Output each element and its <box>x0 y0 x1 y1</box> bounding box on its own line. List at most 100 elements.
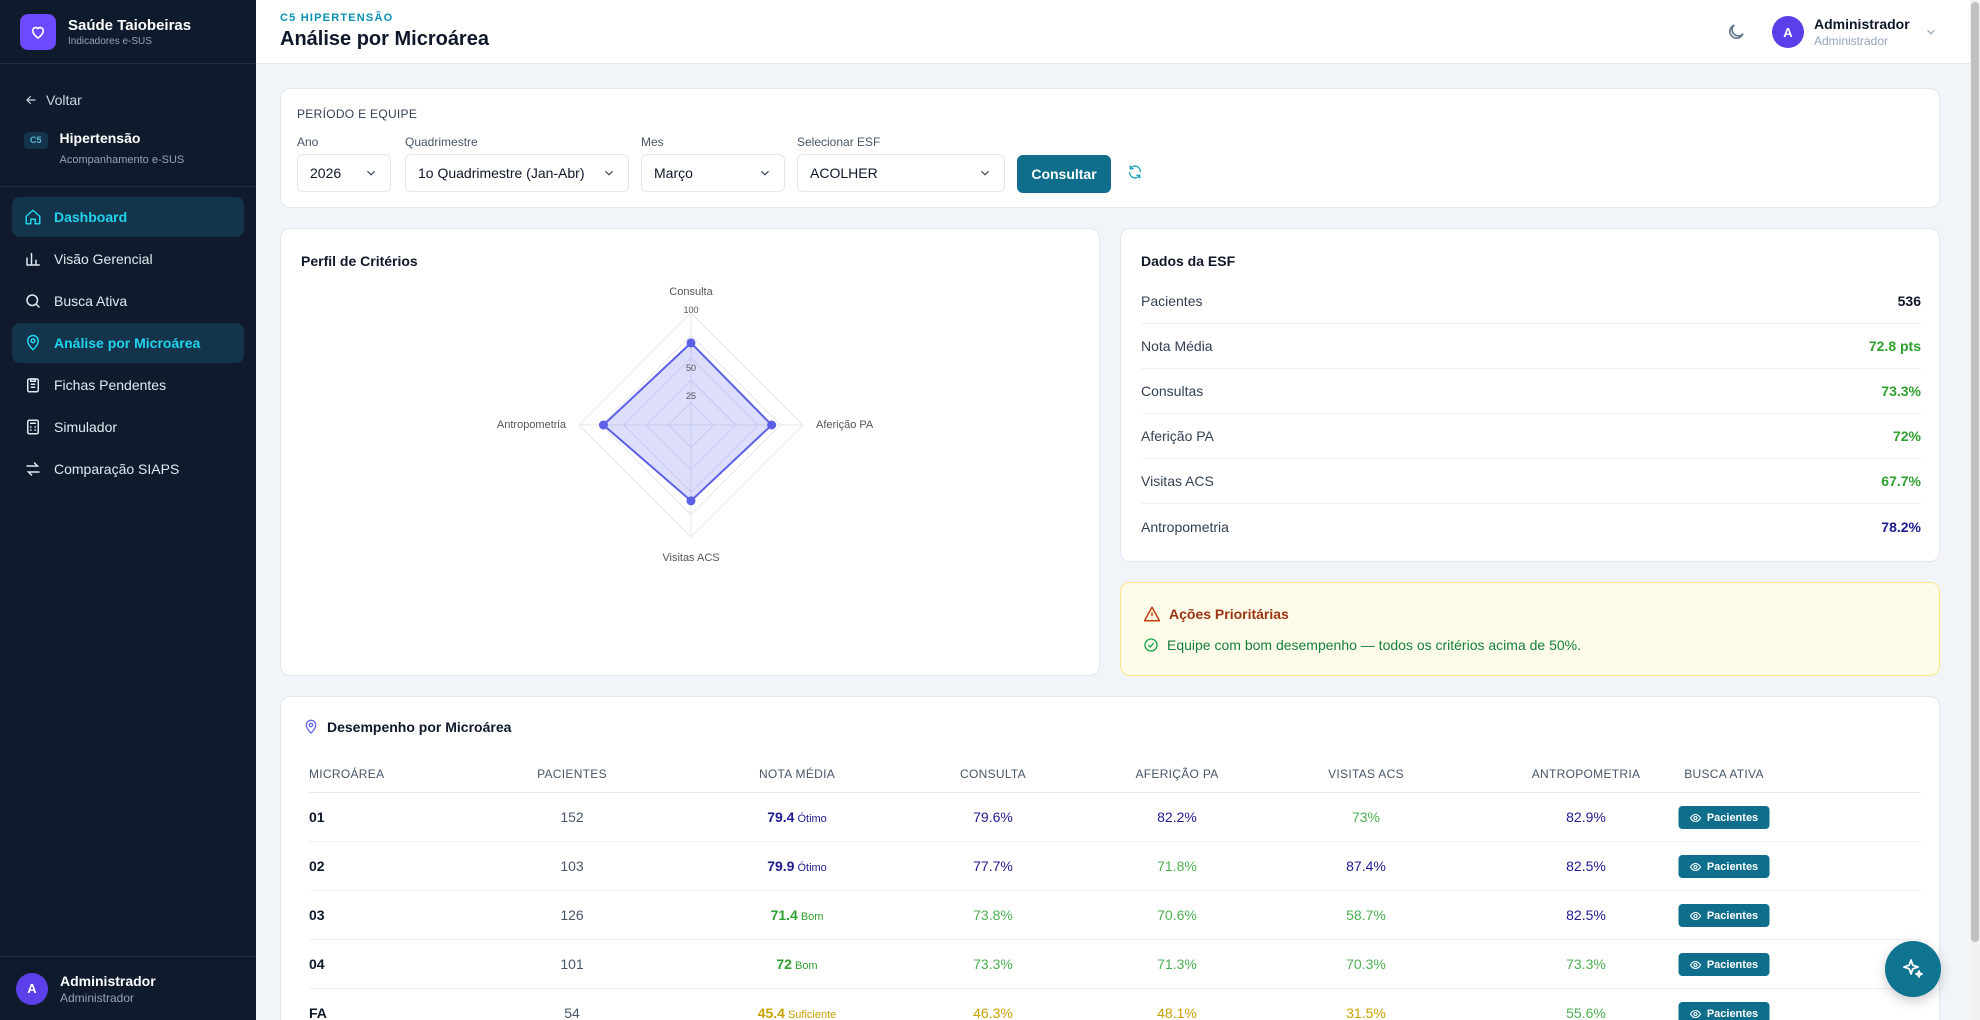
sidebar-item-busca-ativa[interactable]: Busca Ativa <box>12 281 244 321</box>
cell-pacientes: 101 <box>560 956 584 972</box>
nota-status: Bom <box>800 911 824 923</box>
esf-select[interactable]: ACOLHER <box>797 154 1005 192</box>
cell-antropo: 82.5% <box>1566 858 1606 874</box>
chevron-down-icon <box>1926 29 1935 35</box>
priority-actions-card: Ações Prioritárias Equipe com bom desemp… <box>1120 582 1940 676</box>
quadrimestre-select[interactable]: 1o Quadrimestre (Jan-Abr) <box>405 154 629 192</box>
moon-icon[interactable] <box>1726 22 1746 42</box>
pacientes-button-label: Pacientes <box>1706 909 1759 922</box>
sidebar-item-dashboard[interactable]: Dashboard <box>12 197 244 237</box>
page-title: Análise por Microárea <box>280 28 489 50</box>
alert-message-text: Equipe com bom desempenho — todos os cri… <box>1167 637 1581 653</box>
sidebar-item-label: Busca Ativa <box>54 293 128 309</box>
chevron-down-icon <box>367 170 375 176</box>
esf-row-label: Visitas ACS <box>1141 473 1214 489</box>
cell-consulta: 77.7% <box>973 858 1013 874</box>
cell-afericao: 71.8% <box>1157 858 1197 874</box>
sidebar-item-simulador[interactable]: Simulador <box>12 407 244 447</box>
swap-icon <box>26 462 40 476</box>
refresh-icon[interactable] <box>1127 164 1143 180</box>
sidebar-item-label: Simulador <box>54 419 118 435</box>
pacientes-button[interactable]: Pacientes <box>1678 855 1770 878</box>
table-title-text: Desempenho por Microárea <box>327 719 512 735</box>
radar-scale-label-50: 50 <box>686 363 696 373</box>
ai-assistant-button[interactable] <box>1885 941 1941 997</box>
radar-point-antropometria[interactable] <box>598 420 608 430</box>
esf-data-card: Dados da ESF Pacientes 536 Nota Média 72… <box>1120 228 1940 562</box>
radar-axis-label-visitas-acs: Visitas ACS <box>662 552 719 564</box>
year-select[interactable]: 2026 <box>297 154 391 192</box>
consultar-button[interactable]: Consultar <box>1017 155 1111 193</box>
check-circle-icon <box>1144 638 1158 652</box>
esf-row-value: 73.3% <box>1881 383 1921 399</box>
esf-row-label: Aferição PA <box>1141 428 1214 444</box>
heart-logo-icon <box>20 13 56 50</box>
cell-nota-media: 71.4 Bom <box>771 907 824 923</box>
module-badge: C5 <box>24 132 48 149</box>
esf-row-value: 67.7% <box>1881 473 1921 489</box>
cell-micro: 04 <box>309 956 325 972</box>
cell-antropo: 55.6% <box>1566 1005 1606 1020</box>
radar-point-aferi-o-pa[interactable] <box>767 420 777 430</box>
back-link[interactable]: Voltar <box>0 88 256 112</box>
quadrimestre-value: 1o Quadrimestre (Jan-Abr) <box>418 165 585 181</box>
sidebar-item-comparacao-siaps[interactable]: Comparação SIAPS <box>12 449 244 489</box>
column-header: NOTA MÉDIA <box>758 767 836 781</box>
pacientes-button[interactable]: Pacientes <box>1678 904 1770 927</box>
cell-micro: 02 <box>309 858 325 874</box>
year-filter: Ano 2026 <box>297 135 391 192</box>
cell-pacientes: 103 <box>560 858 584 874</box>
nota-status: Bom <box>794 960 818 972</box>
month-filter: Mes Março <box>641 135 785 192</box>
esf-row-afericao-pa: Aferição PA 72% <box>1141 414 1921 459</box>
sidebar-item-label: Visão Gerencial <box>54 251 153 267</box>
alert-title-text: Ações Prioritárias <box>1169 606 1289 622</box>
radar-axis-label-antropometria: Antropometria <box>497 419 567 431</box>
pacientes-button[interactable]: Pacientes <box>1678 1002 1770 1020</box>
scrollbar-thumb[interactable] <box>1971 2 1979 942</box>
esf-row-consultas: Consultas 73.3% <box>1141 369 1921 414</box>
month-select[interactable]: Março <box>641 154 785 192</box>
cell-afericao: 71.3% <box>1157 956 1197 972</box>
sidebar-item-visao-gerencial[interactable]: Visão Gerencial <box>12 239 244 279</box>
esf-title: Dados da ESF <box>1141 253 1236 269</box>
cell-consulta: 73.3% <box>973 956 1013 972</box>
table-row: FA 54 45.4 Suficiente 46.3% 48.1% 31.5% 55.6% Pa… <box>309 989 1921 1020</box>
table-row: 04 101 72 Bom 73.3% 71.3% 70.3% 73.3% Pacientes <box>309 940 1921 989</box>
year-value: 2026 <box>310 165 342 181</box>
column-header: CONSULTA <box>960 767 1026 781</box>
pacientes-button[interactable]: Pacientes <box>1678 953 1770 976</box>
esf-row-label: Pacientes <box>1141 293 1203 309</box>
radar-axis-label-consulta: Consulta <box>669 286 713 298</box>
sidebar-user[interactable]: A Administrador Administrador <box>0 956 256 1020</box>
table-row: 02 103 79.9 Ótimo 77.7% 71.8% 87.4% 82.5% Pacien… <box>309 842 1921 891</box>
cell-consulta: 73.8% <box>973 907 1013 923</box>
microarea-table-card: Desempenho por Microárea MICROÁREA PACIE… <box>280 696 1940 1020</box>
esf-row-value: 536 <box>1897 293 1921 309</box>
divider <box>0 186 256 187</box>
header-user-menu[interactable]: A Administrador Administrador <box>1772 16 1938 48</box>
sidebar-item-fichas-pendentes[interactable]: Fichas Pendentes <box>12 365 244 405</box>
pacientes-button[interactable]: Pacientes <box>1678 806 1770 829</box>
cell-nota-media: 45.4 Suficiente <box>758 1005 837 1020</box>
month-label: Mes <box>641 135 664 149</box>
nota-value: 72 <box>776 956 792 972</box>
brand[interactable]: Saúde Taiobeiras Indicadores e-SUS <box>0 0 256 64</box>
esf-row-value: 78.2% <box>1881 518 1921 535</box>
clipboard-icon <box>27 378 39 393</box>
table-header: MICROÁREA PACIENTES NOTA MÉDIA CONSULTA … <box>309 759 1921 793</box>
sparkles-icon <box>1903 959 1923 978</box>
scrollbar[interactable] <box>1970 0 1980 1020</box>
radar-chart: 100 50 25 Consulta Aferição PA Visitas A… <box>497 286 874 564</box>
column-header: VISITAS ACS <box>1328 767 1404 781</box>
eye-icon <box>1690 960 1702 969</box>
sidebar-item-analise-microarea[interactable]: Análise por Microárea <box>12 323 244 363</box>
alert-title: Ações Prioritárias <box>1143 605 1289 623</box>
radar-point-consulta[interactable] <box>686 338 696 348</box>
radar-point-visitas-acs[interactable] <box>686 496 696 506</box>
home-icon <box>25 209 41 225</box>
sidebar-item-label: Comparação SIAPS <box>54 461 180 477</box>
header: C5 HIPERTENSÃO Análise por Microárea A A… <box>256 0 1970 64</box>
month-value: Março <box>654 165 693 181</box>
chevron-down-icon <box>605 170 613 176</box>
